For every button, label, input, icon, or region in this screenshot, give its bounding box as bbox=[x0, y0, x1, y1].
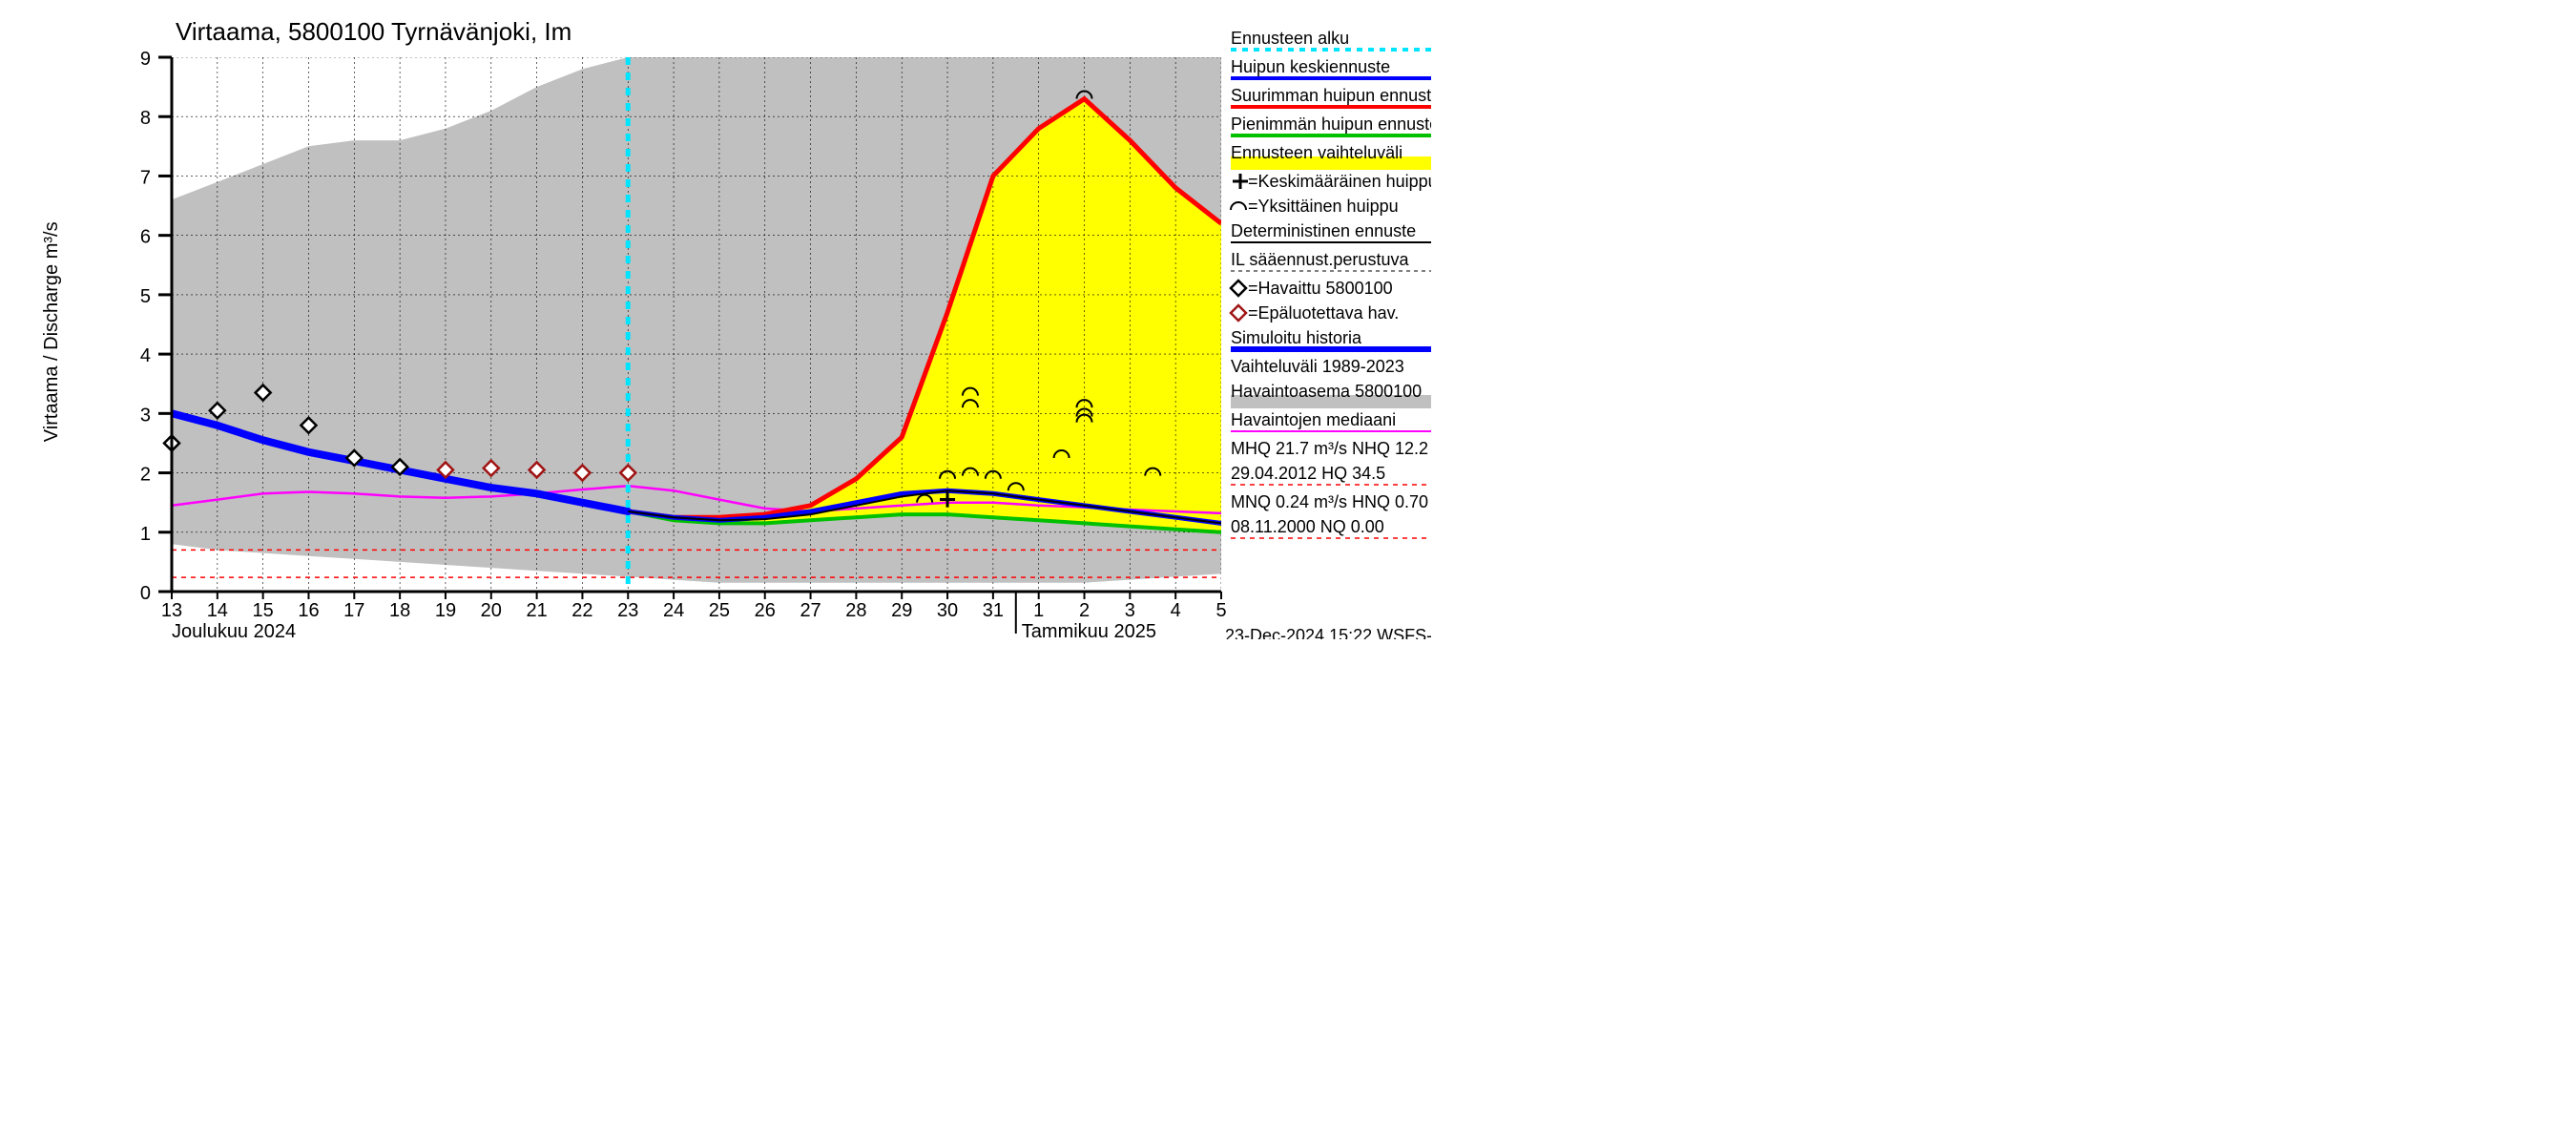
x-tick-label: 21 bbox=[526, 600, 547, 621]
legend-label: Havaintoasema 5800100 bbox=[1231, 382, 1422, 401]
legend-row: =Yksittäinen huippu bbox=[1231, 197, 1399, 216]
footer-timestamp: 23-Dec-2024 15:22 WSFS-O bbox=[1225, 626, 1431, 639]
x-tick-label: 15 bbox=[253, 600, 274, 621]
legend-row: Ennusteen vaihteluväli bbox=[1231, 143, 1431, 170]
legend-row: Vaihteluväli 1989-2023 bbox=[1231, 357, 1404, 376]
legend-label: =Epäluotettava hav. bbox=[1248, 303, 1399, 323]
legend-row: Deterministinen ennuste bbox=[1231, 221, 1431, 242]
x-tick-label: 30 bbox=[937, 600, 958, 621]
legend-label: Deterministinen ennuste bbox=[1231, 221, 1416, 240]
x-tick-label: 3 bbox=[1125, 600, 1135, 621]
legend-label: Huipun keskiennuste bbox=[1231, 57, 1390, 76]
discharge-forecast-chart: 0123456789131415161718192021222324252627… bbox=[0, 0, 1431, 639]
legend-row: =Epäluotettava hav. bbox=[1248, 303, 1399, 323]
y-tick-label: 3 bbox=[140, 405, 151, 426]
legend-label: Ennusteen alku bbox=[1231, 29, 1349, 48]
legend-label: 29.04.2012 HQ 34.5 bbox=[1231, 464, 1385, 483]
x-tick-label: 26 bbox=[755, 600, 776, 621]
legend-row: =Keskimääräinen huippu bbox=[1233, 172, 1431, 191]
y-tick-label: 6 bbox=[140, 227, 151, 248]
legend-label: Pienimmän huipun ennuste bbox=[1231, 114, 1431, 134]
x-tick-label: 25 bbox=[709, 600, 730, 621]
legend-label: =Havaittu 5800100 bbox=[1248, 279, 1393, 298]
x-tick-label: 31 bbox=[983, 600, 1004, 621]
x-tick-label: 14 bbox=[207, 600, 228, 621]
legend-label: Vaihteluväli 1989-2023 bbox=[1231, 357, 1404, 376]
legend-row: Suurimman huipun ennuste bbox=[1231, 86, 1431, 107]
x-tick-label: 24 bbox=[663, 600, 684, 621]
legend-row: IL sääennust.perustuva bbox=[1231, 250, 1431, 271]
y-tick-label: 1 bbox=[140, 524, 151, 545]
y-tick-label: 2 bbox=[140, 465, 151, 486]
x-tick-label: 4 bbox=[1171, 600, 1181, 621]
legend-label: 08.11.2000 NQ 0.00 bbox=[1231, 517, 1384, 536]
x-tick-label: 27 bbox=[800, 600, 821, 621]
month-label-left: Joulukuu 2024 bbox=[172, 621, 296, 639]
y-tick-label: 9 bbox=[140, 49, 151, 70]
chart-title: Virtaama, 5800100 Tyrnävänjoki, Im bbox=[176, 17, 571, 46]
x-tick-label: 23 bbox=[617, 600, 638, 621]
y-tick-label: 7 bbox=[140, 167, 151, 188]
legend-label: Simuloitu historia bbox=[1231, 328, 1362, 347]
x-tick-label: 5 bbox=[1215, 600, 1226, 621]
x-tick-label: 17 bbox=[343, 600, 364, 621]
x-tick-label: 2 bbox=[1079, 600, 1090, 621]
x-tick-label: 13 bbox=[161, 600, 182, 621]
y-tick-label: 8 bbox=[140, 108, 151, 129]
x-tick-label: 18 bbox=[389, 600, 410, 621]
x-tick-label: 19 bbox=[435, 600, 456, 621]
legend-row: Pienimmän huipun ennuste bbox=[1231, 114, 1431, 135]
x-tick-label: 22 bbox=[571, 600, 592, 621]
x-tick-label: 1 bbox=[1033, 600, 1044, 621]
x-tick-label: 20 bbox=[481, 600, 502, 621]
x-tick-label: 28 bbox=[845, 600, 866, 621]
y-tick-label: 5 bbox=[140, 286, 151, 307]
legend-label: =Yksittäinen huippu bbox=[1248, 197, 1399, 216]
y-tick-label: 4 bbox=[140, 345, 151, 366]
legend-label: Suurimman huipun ennuste bbox=[1231, 86, 1431, 105]
legend-row: MNQ 0.24 m³/s HNQ 0.70 bbox=[1231, 492, 1428, 511]
legend-row: Havaintoasema 5800100 bbox=[1231, 382, 1431, 408]
y-axis-title: Virtaama / Discharge m³/s bbox=[41, 221, 62, 442]
legend-label: Havaintojen mediaani bbox=[1231, 410, 1396, 429]
legend-label: Ennusteen vaihteluväli bbox=[1231, 143, 1402, 162]
legend-row: MHQ 21.7 m³/s NHQ 12.2 bbox=[1231, 439, 1428, 458]
legend-label: =Keskimääräinen huippu bbox=[1248, 172, 1431, 191]
legend-label: IL sääennust.perustuva bbox=[1231, 250, 1409, 269]
legend-label: MHQ 21.7 m³/s NHQ 12.2 bbox=[1231, 439, 1428, 458]
x-tick-label: 29 bbox=[891, 600, 912, 621]
month-label-right: Tammikuu 2025 bbox=[1022, 621, 1156, 639]
legend-label: MNQ 0.24 m³/s HNQ 0.70 bbox=[1231, 492, 1428, 511]
y-tick-label: 0 bbox=[140, 583, 151, 604]
x-tick-label: 16 bbox=[298, 600, 319, 621]
legend-row: =Havaittu 5800100 bbox=[1248, 279, 1393, 298]
